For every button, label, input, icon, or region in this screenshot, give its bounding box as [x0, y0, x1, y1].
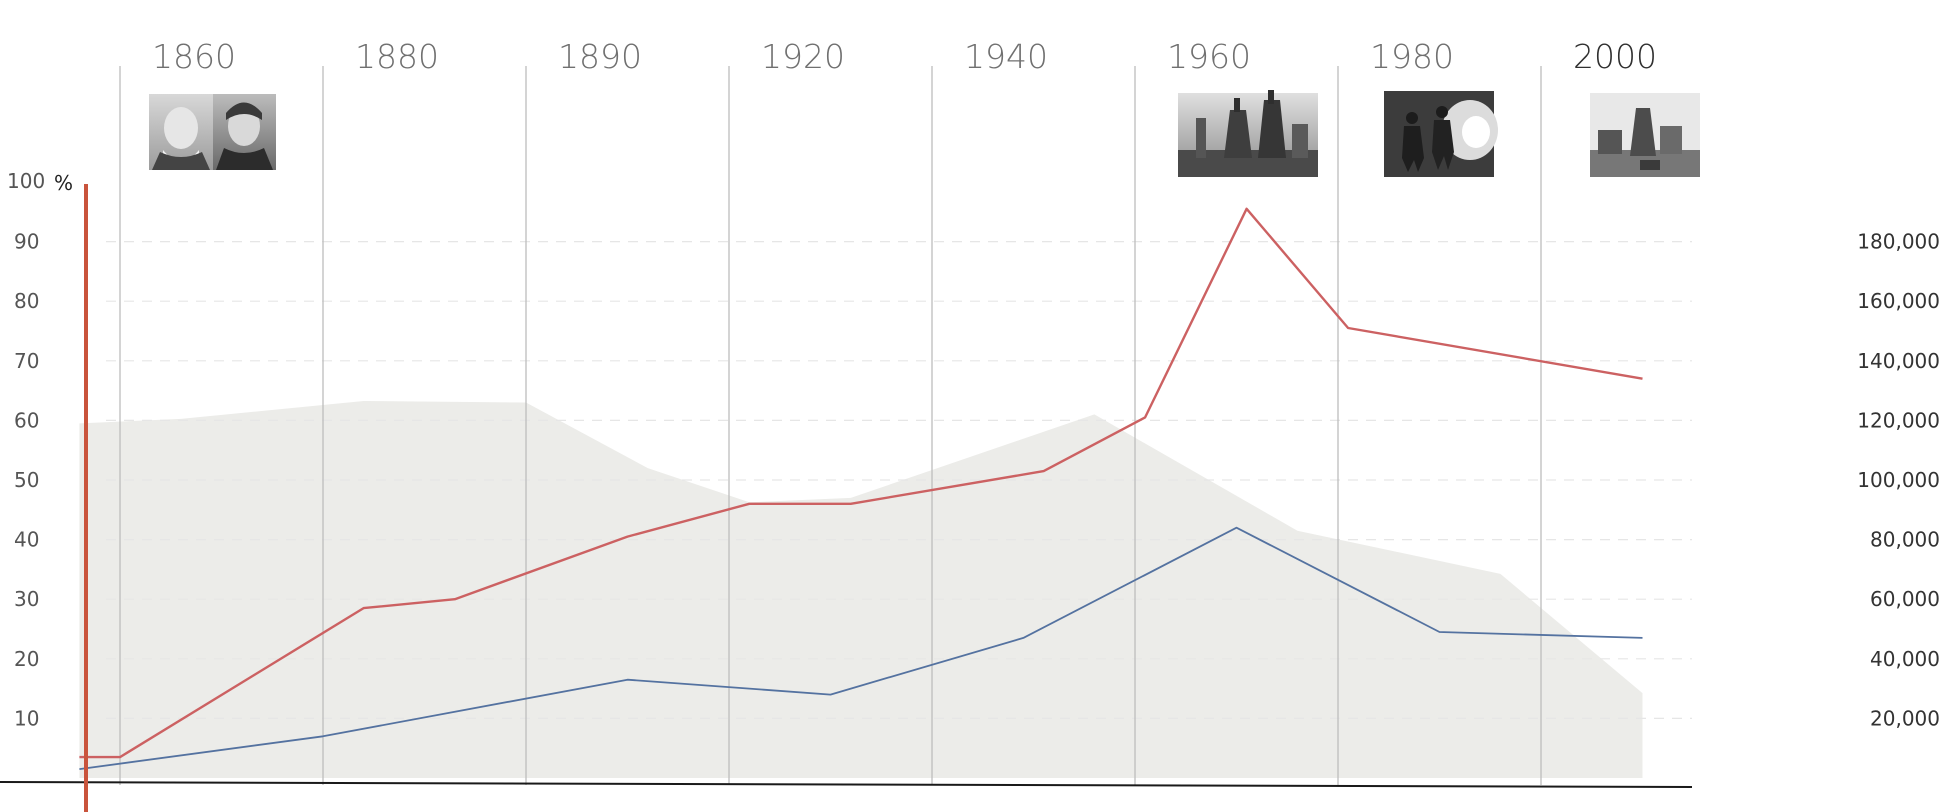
era-label: 1860 [152, 37, 236, 76]
right-tick-label: 160,000 [1857, 289, 1940, 313]
right-axis-ticks: 20,000 40,000 60,000 80,000 100,000 120,000 14… [1857, 230, 1940, 731]
era-label: 1980 [1370, 37, 1454, 76]
era-label: 1880 [355, 37, 439, 76]
left-tick-label: 10 [14, 706, 39, 730]
era-separators [119, 66, 1542, 785]
plant-photo [1590, 93, 1700, 177]
gridlines [106, 241, 1692, 720]
right-tick-label: 180,000 [1857, 230, 1940, 254]
era-label: 1920 [761, 37, 845, 76]
area-series [79, 401, 1643, 778]
x-axis-baseline [0, 781, 1693, 788]
era-label: 1940 [964, 37, 1048, 76]
right-tick-label: 40,000 [1870, 647, 1940, 671]
left-tick-label: 100 [7, 169, 45, 193]
left-tick-label: 90 [14, 230, 39, 254]
left-tick-label: 60 [14, 408, 39, 432]
series-lines [79, 207, 1643, 770]
left-tick-label: 80 [14, 289, 39, 313]
left-tick-label: 20 [14, 647, 39, 671]
era-label: 1960 [1167, 37, 1251, 76]
series-line-1 [79, 207, 1643, 759]
right-tick-label: 100,000 [1857, 468, 1940, 492]
era-label: 2000 [1573, 37, 1657, 76]
left-tick-label: 40 [14, 528, 39, 552]
steelworkers-photo [1384, 91, 1498, 177]
series-line-2 [79, 526, 1643, 770]
portrait-photo [149, 94, 276, 170]
right-tick-label: 60,000 [1870, 587, 1940, 611]
right-tick-label: 80,000 [1870, 528, 1940, 552]
left-tick-label: 70 [14, 349, 39, 373]
left-tick-label: 50 [14, 468, 39, 492]
era-label: 1890 [558, 37, 642, 76]
blast-furnace-photo [1178, 90, 1318, 177]
y-axis-unit-label: % [54, 171, 73, 195]
left-axis-ticks: 10 20 30 40 50 60 70 80 90 100 [7, 169, 45, 730]
right-tick-label: 120,000 [1857, 408, 1940, 432]
era-labels: 1860 1880 1890 1920 1940 1960 1980 2000 [152, 37, 1657, 76]
right-tick-label: 20,000 [1870, 706, 1940, 730]
left-tick-label: 30 [14, 587, 39, 611]
right-tick-label: 140,000 [1857, 349, 1940, 373]
